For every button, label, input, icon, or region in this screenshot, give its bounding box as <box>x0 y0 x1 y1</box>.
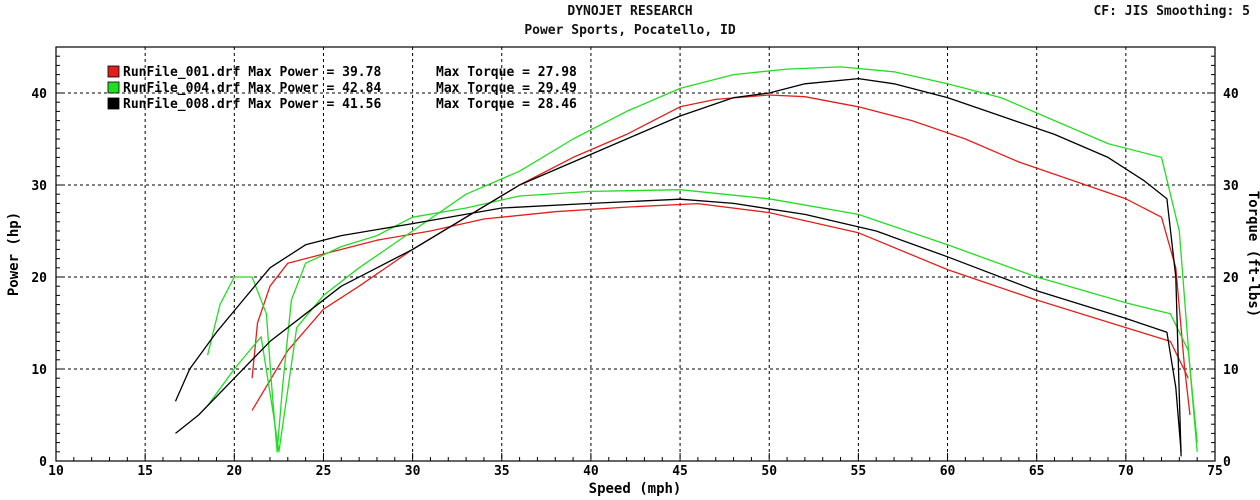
series-line-runfile-004-drf-torque <box>206 189 1198 453</box>
correction-smoothing-label: CF: JIS Smoothing: 5 <box>1093 4 1250 19</box>
y-tick-label: 30 <box>31 179 47 194</box>
y-tick-label: 40 <box>31 87 47 102</box>
x-tick-label: 40 <box>583 464 599 479</box>
x-tick-label: 75 <box>1207 464 1223 479</box>
series-line-runfile-004-drf-power <box>207 66 1198 453</box>
legend-torque: Max Torque = 28.46 <box>436 97 577 112</box>
x-tick-label: 55 <box>851 464 867 479</box>
legend: RunFile_001.drf Max Power = 39.78 Max Tor… <box>107 65 577 112</box>
y2-tick-label: 30 <box>1223 179 1239 194</box>
legend-entry: RunFile_001.drf Max Power = 39.78 <box>123 65 381 80</box>
y2-tick-label: 0 <box>1223 455 1231 470</box>
legend-torque: Max Torque = 27.98 <box>436 65 577 80</box>
plot-frame <box>55 46 1216 462</box>
x-tick-label: 65 <box>1029 464 1045 479</box>
x-tick-label: 35 <box>494 464 510 479</box>
y2-tick-label: 20 <box>1223 271 1239 286</box>
x-axis-label: Speed (mph) <box>589 481 682 497</box>
series-line-runfile-008-drf-power <box>175 77 1182 457</box>
x-tick-label: 30 <box>405 464 421 479</box>
legend-swatch <box>107 65 120 78</box>
x-tick-label: 10 <box>48 464 64 479</box>
x-tick-label: 50 <box>761 464 777 479</box>
legend-swatch <box>107 97 120 110</box>
chart-title: DYNOJET RESEARCH <box>567 4 693 19</box>
y-tick-label: 20 <box>31 271 47 286</box>
series-line-runfile-008-drf-torque <box>174 198 1182 452</box>
x-tick-label: 15 <box>137 464 153 479</box>
y-tick-label: 10 <box>31 363 47 378</box>
legend-torque: Max Torque = 29.49 <box>436 81 577 96</box>
y-axis-label: Power (hp) <box>6 212 22 296</box>
x-tick-label: 70 <box>1118 464 1134 479</box>
series-lines <box>174 66 1198 457</box>
legend-swatch <box>107 81 120 94</box>
x-tick-label: 20 <box>226 464 242 479</box>
legend-entry: RunFile_008.drf Max Power = 41.56 <box>123 97 381 112</box>
x-tick-label: 25 <box>316 464 332 479</box>
y2-tick-label: 10 <box>1223 363 1239 378</box>
x-tick-label: 60 <box>940 464 956 479</box>
x-tick-label: 45 <box>672 464 688 479</box>
y2-tick-label: 40 <box>1223 87 1239 102</box>
series-line-runfile-001-drf-torque <box>251 202 1189 379</box>
y-tick-label: 0 <box>39 455 47 470</box>
series-line-runfile-001-drf-power <box>251 94 1191 416</box>
legend-entry: RunFile_004.drf Max Power = 42.84 <box>123 81 381 96</box>
y2-axis-label: Torque (ft-lbs) <box>1245 191 1260 317</box>
chart-subtitle: Power Sports, Pocatello, ID <box>524 23 736 38</box>
